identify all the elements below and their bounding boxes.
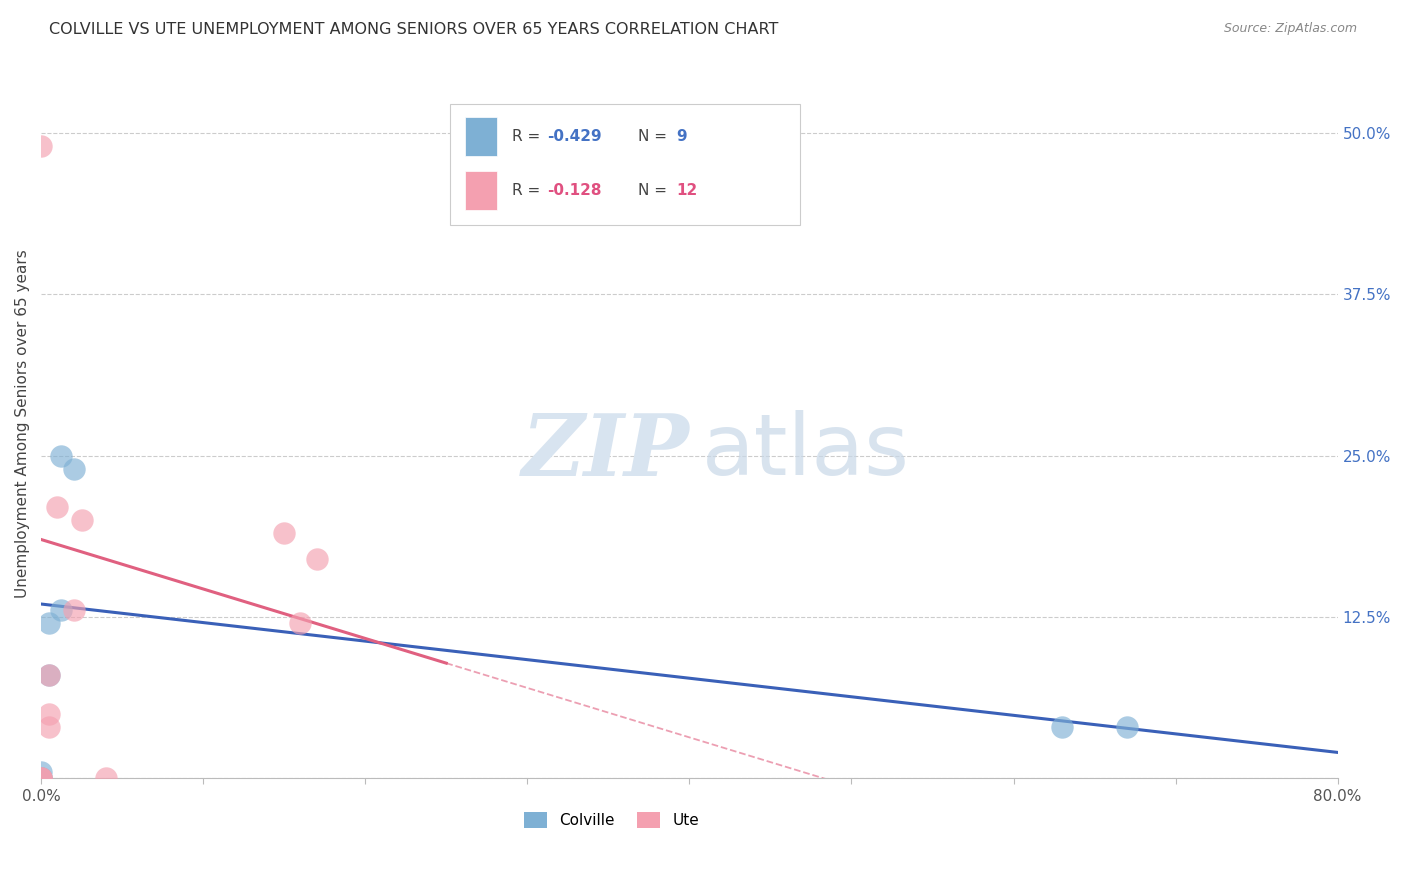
Text: N =: N = <box>637 184 672 198</box>
Point <box>49 449 72 463</box>
Point <box>1050 720 1073 734</box>
Point <box>38 668 60 682</box>
Text: atlas: atlas <box>703 410 910 493</box>
Point <box>49 603 72 617</box>
Point <box>38 616 60 631</box>
Legend: Colville, Ute: Colville, Ute <box>517 806 706 834</box>
Point <box>38 720 60 734</box>
Text: -0.429: -0.429 <box>547 129 602 145</box>
Point <box>30 764 52 779</box>
FancyBboxPatch shape <box>465 117 498 156</box>
Text: 9: 9 <box>676 129 688 145</box>
Point <box>30 771 52 785</box>
Text: Source: ZipAtlas.com: Source: ZipAtlas.com <box>1223 22 1357 36</box>
Point <box>30 771 52 785</box>
FancyBboxPatch shape <box>465 171 498 211</box>
Point <box>1116 720 1139 734</box>
Text: COLVILLE VS UTE UNEMPLOYMENT AMONG SENIORS OVER 65 YEARS CORRELATION CHART: COLVILLE VS UTE UNEMPLOYMENT AMONG SENIO… <box>49 22 779 37</box>
Point <box>30 771 52 785</box>
Point <box>62 603 84 617</box>
Point <box>62 461 84 475</box>
Text: N =: N = <box>637 129 672 145</box>
Text: 12: 12 <box>676 184 697 198</box>
Text: R =: R = <box>512 184 546 198</box>
Point <box>46 500 69 515</box>
Point <box>38 706 60 721</box>
Point <box>305 552 328 566</box>
Point <box>290 616 312 631</box>
Point <box>38 668 60 682</box>
Text: -0.128: -0.128 <box>547 184 602 198</box>
Text: R =: R = <box>512 129 546 145</box>
Point <box>70 513 93 527</box>
Point <box>30 771 52 785</box>
Point <box>94 771 117 785</box>
Point <box>30 771 52 785</box>
Y-axis label: Unemployment Among Seniors over 65 years: Unemployment Among Seniors over 65 years <box>15 249 30 598</box>
Point <box>30 139 52 153</box>
Text: ZIP: ZIP <box>522 410 689 493</box>
FancyBboxPatch shape <box>450 104 800 225</box>
Point <box>273 526 295 541</box>
